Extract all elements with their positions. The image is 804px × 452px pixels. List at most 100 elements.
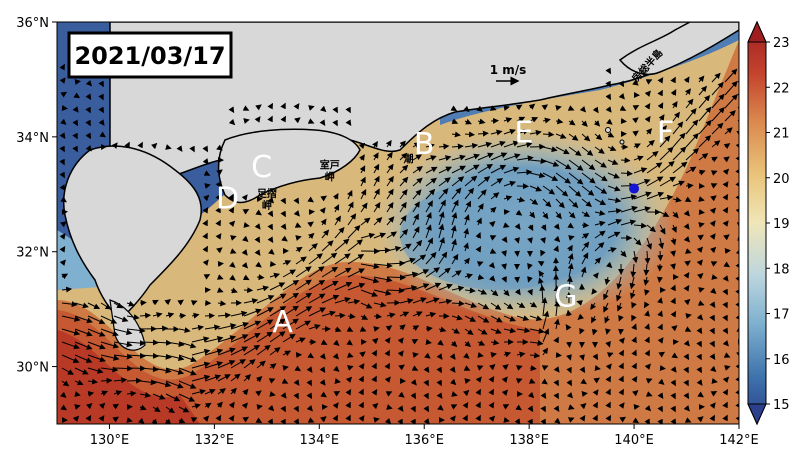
velocity-arrow: [540, 224, 547, 231]
velocity-arrow: [269, 347, 281, 356]
velocity-arrow: [605, 261, 613, 269]
velocity-arrow: [644, 404, 652, 412]
velocity-arrow: [670, 284, 676, 292]
velocity-arrow: [126, 390, 137, 397]
velocity-arrow: [579, 414, 586, 422]
velocity-arrow: [698, 222, 705, 228]
velocity-arrow: [61, 354, 80, 363]
velocity-arrow: [204, 402, 212, 409]
velocity-arrow: [685, 147, 700, 161]
velocity-arrow: [267, 210, 274, 218]
velocity-arrow: [384, 337, 391, 344]
velocity-arrow: [59, 233, 66, 240]
velocity-arrow: [165, 380, 184, 389]
velocity-arrow: [607, 207, 623, 214]
velocity-arrow: [61, 341, 80, 350]
velocity-arrow: [178, 406, 190, 413]
velocity-arrow: [644, 115, 651, 123]
velocity-arrow: [398, 364, 405, 371]
velocity-arrow: [451, 328, 460, 334]
velocity-arrow: [373, 262, 393, 269]
velocity-arrow: [464, 273, 474, 280]
velocity-arrow: [373, 301, 387, 308]
velocity-arrow: [230, 387, 237, 395]
velocity-arrow: [515, 378, 523, 384]
velocity-arrow: [217, 347, 236, 356]
velocity-arrow: [399, 324, 406, 331]
velocity-arrow: [529, 340, 544, 347]
velocity-arrow: [113, 315, 129, 323]
velocity-arrow: [60, 391, 67, 398]
velocity-arrow: [438, 267, 451, 278]
velocity-arrow: [164, 298, 171, 306]
velocity-arrow: [591, 315, 597, 324]
velocity-arrow: [334, 378, 341, 384]
velocity-arrow: [477, 289, 488, 295]
velocity-arrow: [605, 106, 612, 113]
velocity-arrow: [503, 315, 517, 322]
velocity-arrow: [293, 210, 300, 217]
velocity-arrow: [565, 324, 572, 331]
velocity-arrow: [425, 282, 442, 291]
velocity-arrow: [243, 344, 261, 356]
velocity-arrow: [358, 415, 365, 422]
colorbar: 15 16 17 18 19 20 21 22 23: [747, 20, 790, 426]
velocity-arrow: [256, 307, 274, 317]
velocity-arrow: [503, 209, 510, 215]
velocity-arrow: [724, 365, 731, 371]
velocity-arrow: [489, 235, 497, 241]
colorbar-tick-label: 15: [773, 398, 790, 413]
velocity-arrow: [320, 195, 327, 202]
velocity-arrow: [697, 273, 704, 280]
velocity-arrow: [568, 172, 584, 185]
velocity-arrow: [358, 154, 365, 161]
velocity-arrow: [514, 418, 521, 424]
velocity-arrow: [592, 272, 599, 279]
velocity-arrow: [358, 142, 366, 150]
velocity-arrow: [594, 146, 605, 154]
velocity-arrow: [592, 414, 598, 422]
velocity-arrow: [710, 170, 718, 176]
velocity-arrow: [555, 118, 564, 125]
velocity-arrow: [98, 106, 104, 114]
velocity-arrow: [61, 301, 78, 308]
lon-tick-label: 140°E: [614, 433, 654, 448]
velocity-arrow: [202, 194, 210, 202]
velocity-arrow: [616, 276, 623, 290]
velocity-arrow: [99, 131, 106, 138]
velocity-arrow: [516, 327, 531, 334]
velocity-arrow: [631, 323, 637, 331]
velocity-arrow: [581, 120, 588, 127]
velocity-arrow: [334, 267, 352, 278]
velocity-arrow: [268, 248, 275, 255]
velocity-arrow: [658, 114, 665, 122]
velocity-arrow: [412, 213, 419, 226]
velocity-arrow: [282, 280, 300, 291]
velocity-arrow: [698, 196, 705, 202]
velocity-arrow: [643, 301, 650, 309]
velocity-arrow: [202, 206, 209, 214]
velocity-arrow: [87, 378, 99, 385]
velocity-arrow: [451, 154, 466, 161]
velocity-arrow: [463, 105, 470, 113]
velocity-arrow: [670, 418, 677, 424]
velocity-arrow: [722, 401, 728, 409]
velocity-arrow: [60, 221, 67, 228]
velocity-arrow: [412, 154, 423, 161]
velocity-arrow: [425, 188, 436, 200]
velocity-arrow: [165, 354, 185, 362]
velocity-arrow: [438, 177, 451, 187]
velocity-arrow: [113, 328, 133, 336]
velocity-arrow: [538, 270, 545, 278]
velocity-arrow: [542, 159, 560, 167]
velocity-arrow: [425, 325, 433, 332]
velocity-arrow: [100, 390, 109, 397]
velocity-arrow: [451, 131, 461, 138]
velocity-arrow: [607, 247, 617, 253]
velocity-arrow: [592, 389, 599, 396]
velocity-arrow: [477, 340, 486, 346]
velocity-arrow: [464, 328, 474, 335]
velocity-arrow: [594, 185, 608, 194]
velocity-arrow: [670, 263, 676, 270]
